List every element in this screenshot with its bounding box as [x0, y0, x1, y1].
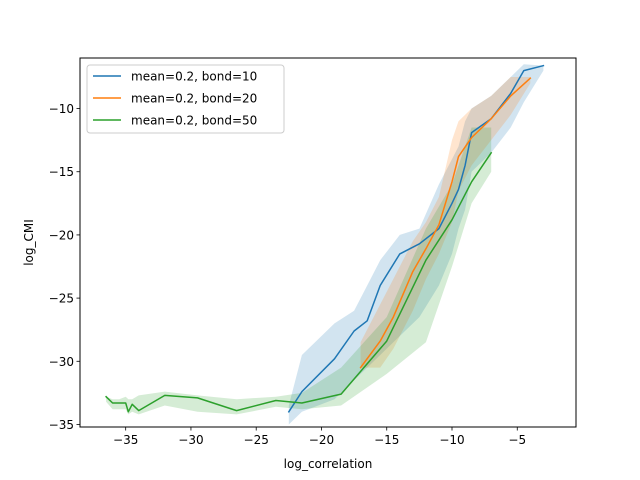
y-tick-label: −10 [49, 102, 74, 116]
x-tick-label: −25 [244, 433, 269, 447]
y-tick-label: −20 [49, 228, 74, 242]
x-tick-label: −30 [178, 433, 203, 447]
band-series-3 [106, 127, 492, 415]
x-tick-label: −20 [309, 433, 334, 447]
x-tick-label: −10 [439, 433, 464, 447]
y-axis-ticks: −35 −30 −25 −20 −15 −10 [49, 102, 80, 432]
x-axis-label: log_correlation [284, 457, 373, 471]
y-tick-label: −35 [49, 418, 74, 432]
legend-box [86, 64, 285, 134]
x-tick-label: −35 [113, 433, 138, 447]
series-lines [105, 64, 545, 413]
y-tick-label: −25 [49, 292, 74, 306]
legend-label-2: mean=0.2, bond=20 [131, 92, 257, 106]
y-axis-label: log_CMI [22, 219, 36, 266]
line-series-2 [359, 77, 532, 369]
y-tick-label: −15 [49, 165, 74, 179]
x-tick-label: −15 [374, 433, 399, 447]
x-axis-ticks: −35 −30 −25 −20 −15 −10 −5 [113, 427, 526, 447]
legend-label-1: mean=0.2, bond=10 [131, 70, 257, 84]
legend-label-3: mean=0.2, bond=50 [131, 114, 257, 128]
y-tick-label: −30 [49, 355, 74, 369]
legend: mean=0.2, bond=10 mean=0.2, bond=20 mean=0… [86, 64, 285, 134]
x-tick-label: −5 [508, 433, 526, 447]
line-series-3 [105, 151, 493, 413]
plot-frame [79, 57, 577, 428]
